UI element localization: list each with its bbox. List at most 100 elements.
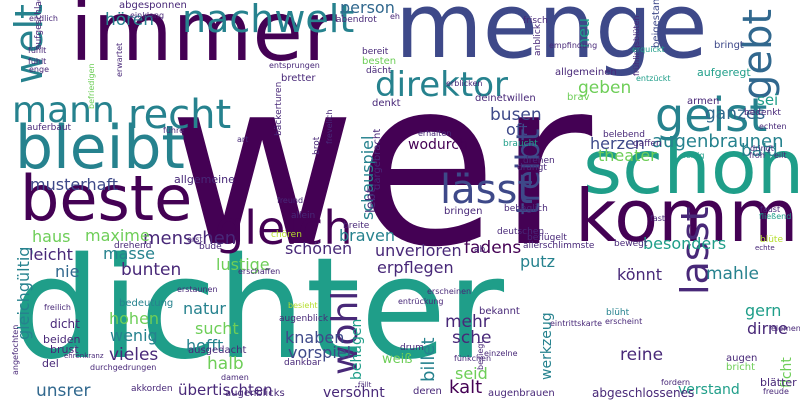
- word-lebt: lebt: [364, 188, 379, 213]
- word-auferbaut: auferbaut: [27, 123, 72, 133]
- word-blätter: blätter: [760, 376, 797, 389]
- word-fadens: fadens: [464, 238, 522, 258]
- word-besieht: besieht: [288, 301, 318, 310]
- word-deren: deren: [413, 386, 442, 397]
- word-mehr: mehr: [445, 312, 490, 332]
- word-belebend: belebend: [603, 130, 645, 140]
- word-augen: augen: [726, 353, 758, 364]
- word-oft: oft: [506, 120, 528, 139]
- word-verstand: verstand: [678, 382, 740, 398]
- word-freude: freude: [763, 387, 789, 396]
- word-bringt: bringt: [714, 40, 744, 51]
- word-abgesponnen: abgesponnen: [119, 0, 187, 11]
- word-dächt: dächt: [366, 66, 392, 76]
- word-abendrot: abendrot: [336, 15, 377, 25]
- word-lässt: lässt: [440, 167, 533, 213]
- word-drehen: drehen: [523, 156, 555, 166]
- word-augenbrauen: augenbrauen: [488, 388, 555, 399]
- word-dringt: dringt: [750, 144, 774, 153]
- word-gaffen: gaffen: [633, 139, 662, 149]
- word-erwartet: erwartet: [115, 42, 124, 77]
- word-fällt: fällt: [358, 381, 372, 389]
- word-art: art: [237, 135, 249, 144]
- word-bringen: bringen: [444, 206, 483, 217]
- word-dicht: dicht: [50, 317, 80, 331]
- word-gern: gern: [745, 301, 782, 320]
- word-denkt: denkt: [372, 98, 401, 109]
- word-angefochten: angefochten: [11, 324, 20, 375]
- word-ganzes: ganzes: [705, 104, 766, 124]
- word-damen: damen: [221, 373, 249, 382]
- word-gleich: gleich: [215, 201, 353, 255]
- word-faust: faust: [760, 205, 781, 214]
- word-erscheint: erscheint: [605, 317, 643, 326]
- word-dirne: dirne: [747, 319, 788, 338]
- word-direktor: direktor: [375, 65, 508, 105]
- word-bleibt: bleibt: [15, 113, 185, 183]
- word-hofft: hofft: [186, 336, 224, 355]
- word-wodurch: wodurch: [408, 137, 468, 153]
- word-geben: geben: [578, 78, 632, 98]
- word-bretter: bretter: [281, 73, 316, 84]
- word-fünkchen: fünkchen: [454, 354, 492, 363]
- word-weiß: weiß: [382, 352, 413, 367]
- word-vorspiel: vorspiel: [288, 343, 352, 362]
- word-entsprungen: entsprungen: [269, 61, 320, 70]
- word-bunten: bunten: [121, 260, 182, 280]
- word-geist: geist: [655, 88, 768, 142]
- word-besonders: besonders: [643, 234, 727, 253]
- word-braucht: braucht: [503, 139, 538, 149]
- word-fühlt: fühlt: [28, 46, 47, 55]
- word-person: person: [340, 0, 395, 17]
- word-bedenkt: bedenkt: [744, 108, 781, 118]
- word-del: del: [42, 357, 59, 370]
- word-durchgedrungen: durchgedrungen: [90, 363, 157, 372]
- word-ehrenkranz: ehrenkranz: [64, 352, 104, 360]
- word-froh: froh: [749, 151, 765, 160]
- word-busen: busen: [490, 105, 542, 125]
- word-dichter: dichter: [12, 228, 505, 391]
- word-maxime: maxime: [85, 226, 150, 245]
- word-unsrer: unsrer: [36, 381, 91, 400]
- word-allgemeinen: allgemeinen: [555, 67, 617, 78]
- word-sucht: sucht: [195, 319, 239, 338]
- word-drangt: drangt: [517, 163, 547, 173]
- word-einklang: einklang: [130, 11, 165, 20]
- word-haus: haus: [32, 227, 71, 246]
- word-lustige: lustige: [216, 255, 270, 274]
- word-hohen: hohen: [109, 309, 160, 328]
- word-element: element: [771, 324, 800, 333]
- word-könnt: könnt: [617, 265, 663, 284]
- word-immer: immer: [70, 0, 337, 80]
- word-chören: chören: [271, 230, 302, 240]
- word-halb: halb: [207, 354, 244, 374]
- word-menge: menge: [395, 0, 708, 79]
- word-blüte: blüte: [760, 235, 783, 245]
- word-nachwelt: nachwelt: [182, 0, 355, 41]
- word-führe: führe: [163, 126, 184, 135]
- word-echten: echten: [759, 122, 787, 131]
- word-erst: erst: [187, 235, 203, 244]
- word-erstaunen: erstaunen: [177, 285, 218, 294]
- word-deutschen: deutschen: [497, 227, 545, 237]
- word-musterhaft: musterhaft: [30, 175, 119, 194]
- word-fast: fast: [650, 214, 666, 223]
- word-versöhnt: versöhnt: [323, 385, 385, 400]
- word-freilich: freilich: [44, 303, 71, 312]
- word-knaben: knaben: [285, 328, 345, 347]
- word-wer: wer: [168, 31, 593, 298]
- word-gebt: gebt: [735, 8, 781, 100]
- word-erpflegen: erpflegen: [377, 258, 454, 277]
- word-masse: masse: [103, 244, 155, 263]
- word-fertig: fertig: [683, 151, 705, 160]
- word-beigestanden: beigestanden: [651, 0, 662, 48]
- word-bricht: bricht: [726, 362, 755, 373]
- word-armen: armen: [687, 96, 720, 107]
- word-allgemeine: allgemeine: [174, 173, 235, 186]
- word-behaglich: behaglich: [504, 204, 548, 214]
- word-bedeutung: bedeutung: [119, 298, 174, 309]
- word-bereit: bereit: [362, 47, 389, 57]
- word-beste: beste: [20, 162, 193, 235]
- word-akkorden: akkorden: [131, 384, 173, 394]
